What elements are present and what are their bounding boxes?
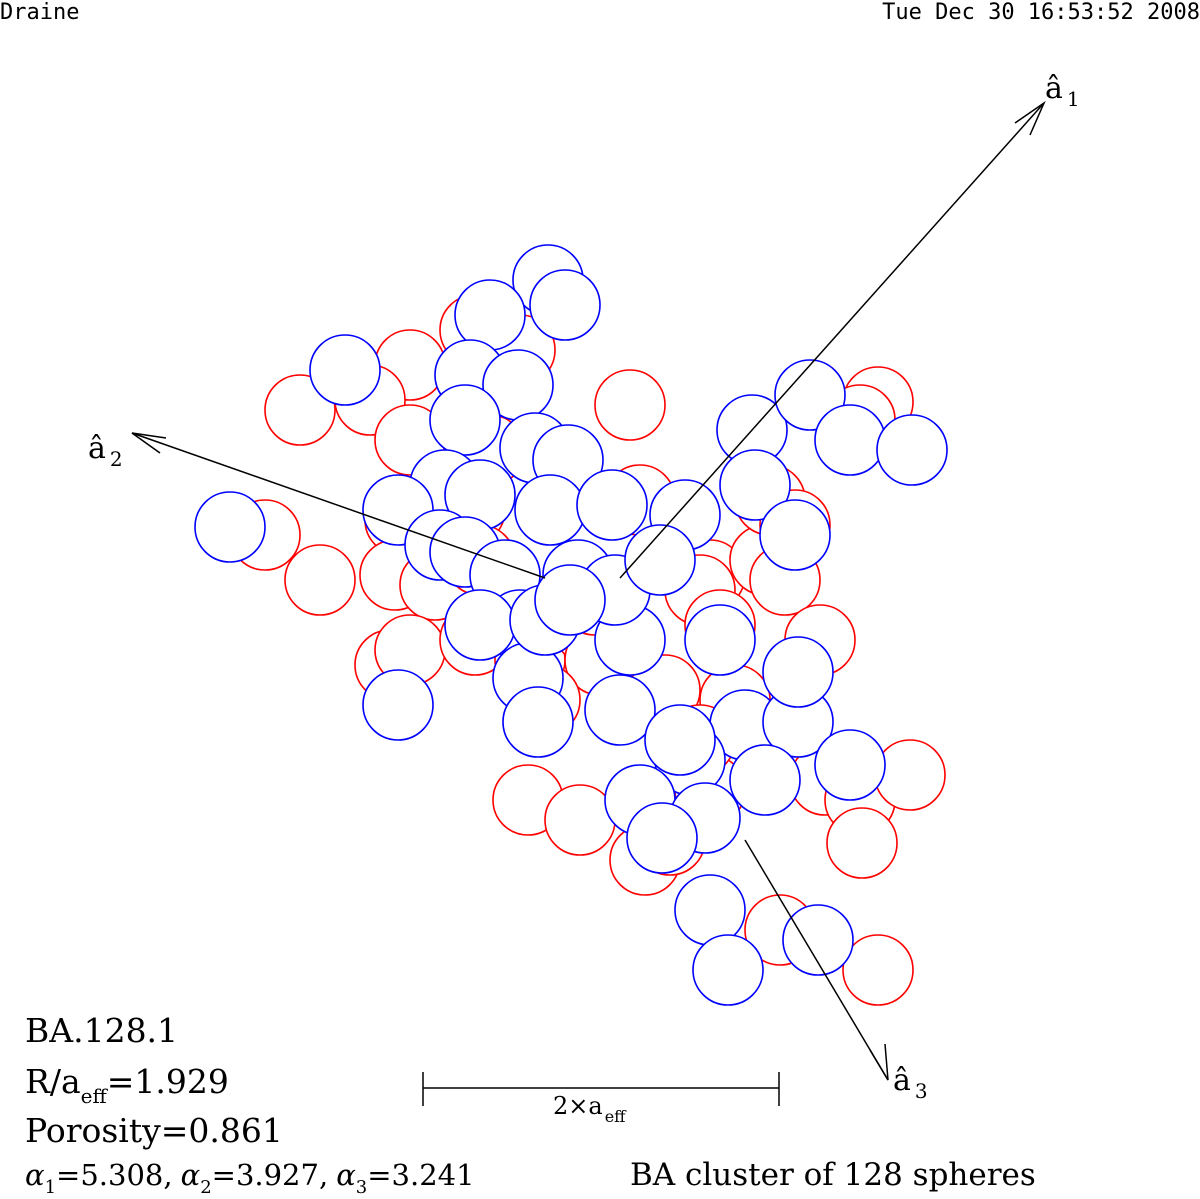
scale-bar bbox=[422, 1072, 780, 1106]
figure-caption: BA cluster of 128 spheres bbox=[630, 1157, 1036, 1193]
sphere-front bbox=[529, 269, 601, 341]
sphere-front bbox=[692, 934, 764, 1006]
sphere-back bbox=[826, 807, 898, 879]
sphere-back bbox=[842, 934, 914, 1006]
sphere-front bbox=[624, 524, 696, 596]
alpha-values: α1=5.308, α2=3.927, α3=3.241 bbox=[25, 1158, 475, 1198]
sphere-front bbox=[534, 564, 606, 636]
sphere-front bbox=[429, 384, 501, 456]
sphere-front bbox=[759, 499, 831, 571]
sphere-front bbox=[814, 404, 886, 476]
author-label: Draine bbox=[0, 0, 80, 25]
sphere-front bbox=[626, 802, 698, 874]
axis-a1-arrowhead bbox=[1014, 100, 1046, 136]
sphere-front bbox=[502, 686, 574, 758]
sphere-front bbox=[576, 469, 648, 541]
axis-a2-line bbox=[131, 432, 546, 579]
timestamp-label: Tue Dec 30 16:53:52 2008 bbox=[882, 0, 1200, 25]
sphere-front bbox=[362, 669, 434, 741]
sphere-front bbox=[309, 334, 381, 406]
axis-a3-arrowhead bbox=[869, 1043, 889, 1081]
sphere-front bbox=[584, 674, 656, 746]
porosity: Porosity=0.861 bbox=[25, 1111, 283, 1150]
sphere-back bbox=[284, 544, 356, 616]
sphere-front bbox=[684, 604, 756, 676]
sphere-front bbox=[814, 729, 886, 801]
sphere-front bbox=[876, 414, 948, 486]
axis-a3-line bbox=[744, 839, 889, 1081]
sphere-front bbox=[782, 904, 854, 976]
sphere-front bbox=[674, 874, 746, 946]
sphere-front bbox=[644, 704, 716, 776]
sphere-back bbox=[594, 369, 666, 441]
sphere-front bbox=[444, 589, 516, 661]
sphere-back bbox=[874, 739, 946, 811]
sphere-front bbox=[762, 636, 834, 708]
sphere-group bbox=[194, 244, 948, 1006]
radius-ratio: R/aeff=1.929 bbox=[25, 1062, 229, 1108]
sphere-front bbox=[194, 491, 266, 563]
scale-bar-label: 2×a eff bbox=[553, 1092, 627, 1126]
cluster-name: BA.128.1 bbox=[25, 1011, 178, 1050]
sphere-front bbox=[729, 744, 801, 816]
axis-a2-arrowhead bbox=[131, 432, 167, 454]
sphere-front bbox=[719, 449, 791, 521]
axis-a1-line bbox=[619, 102, 1045, 579]
sphere-front bbox=[514, 474, 586, 546]
principal-axes bbox=[131, 100, 1046, 1081]
